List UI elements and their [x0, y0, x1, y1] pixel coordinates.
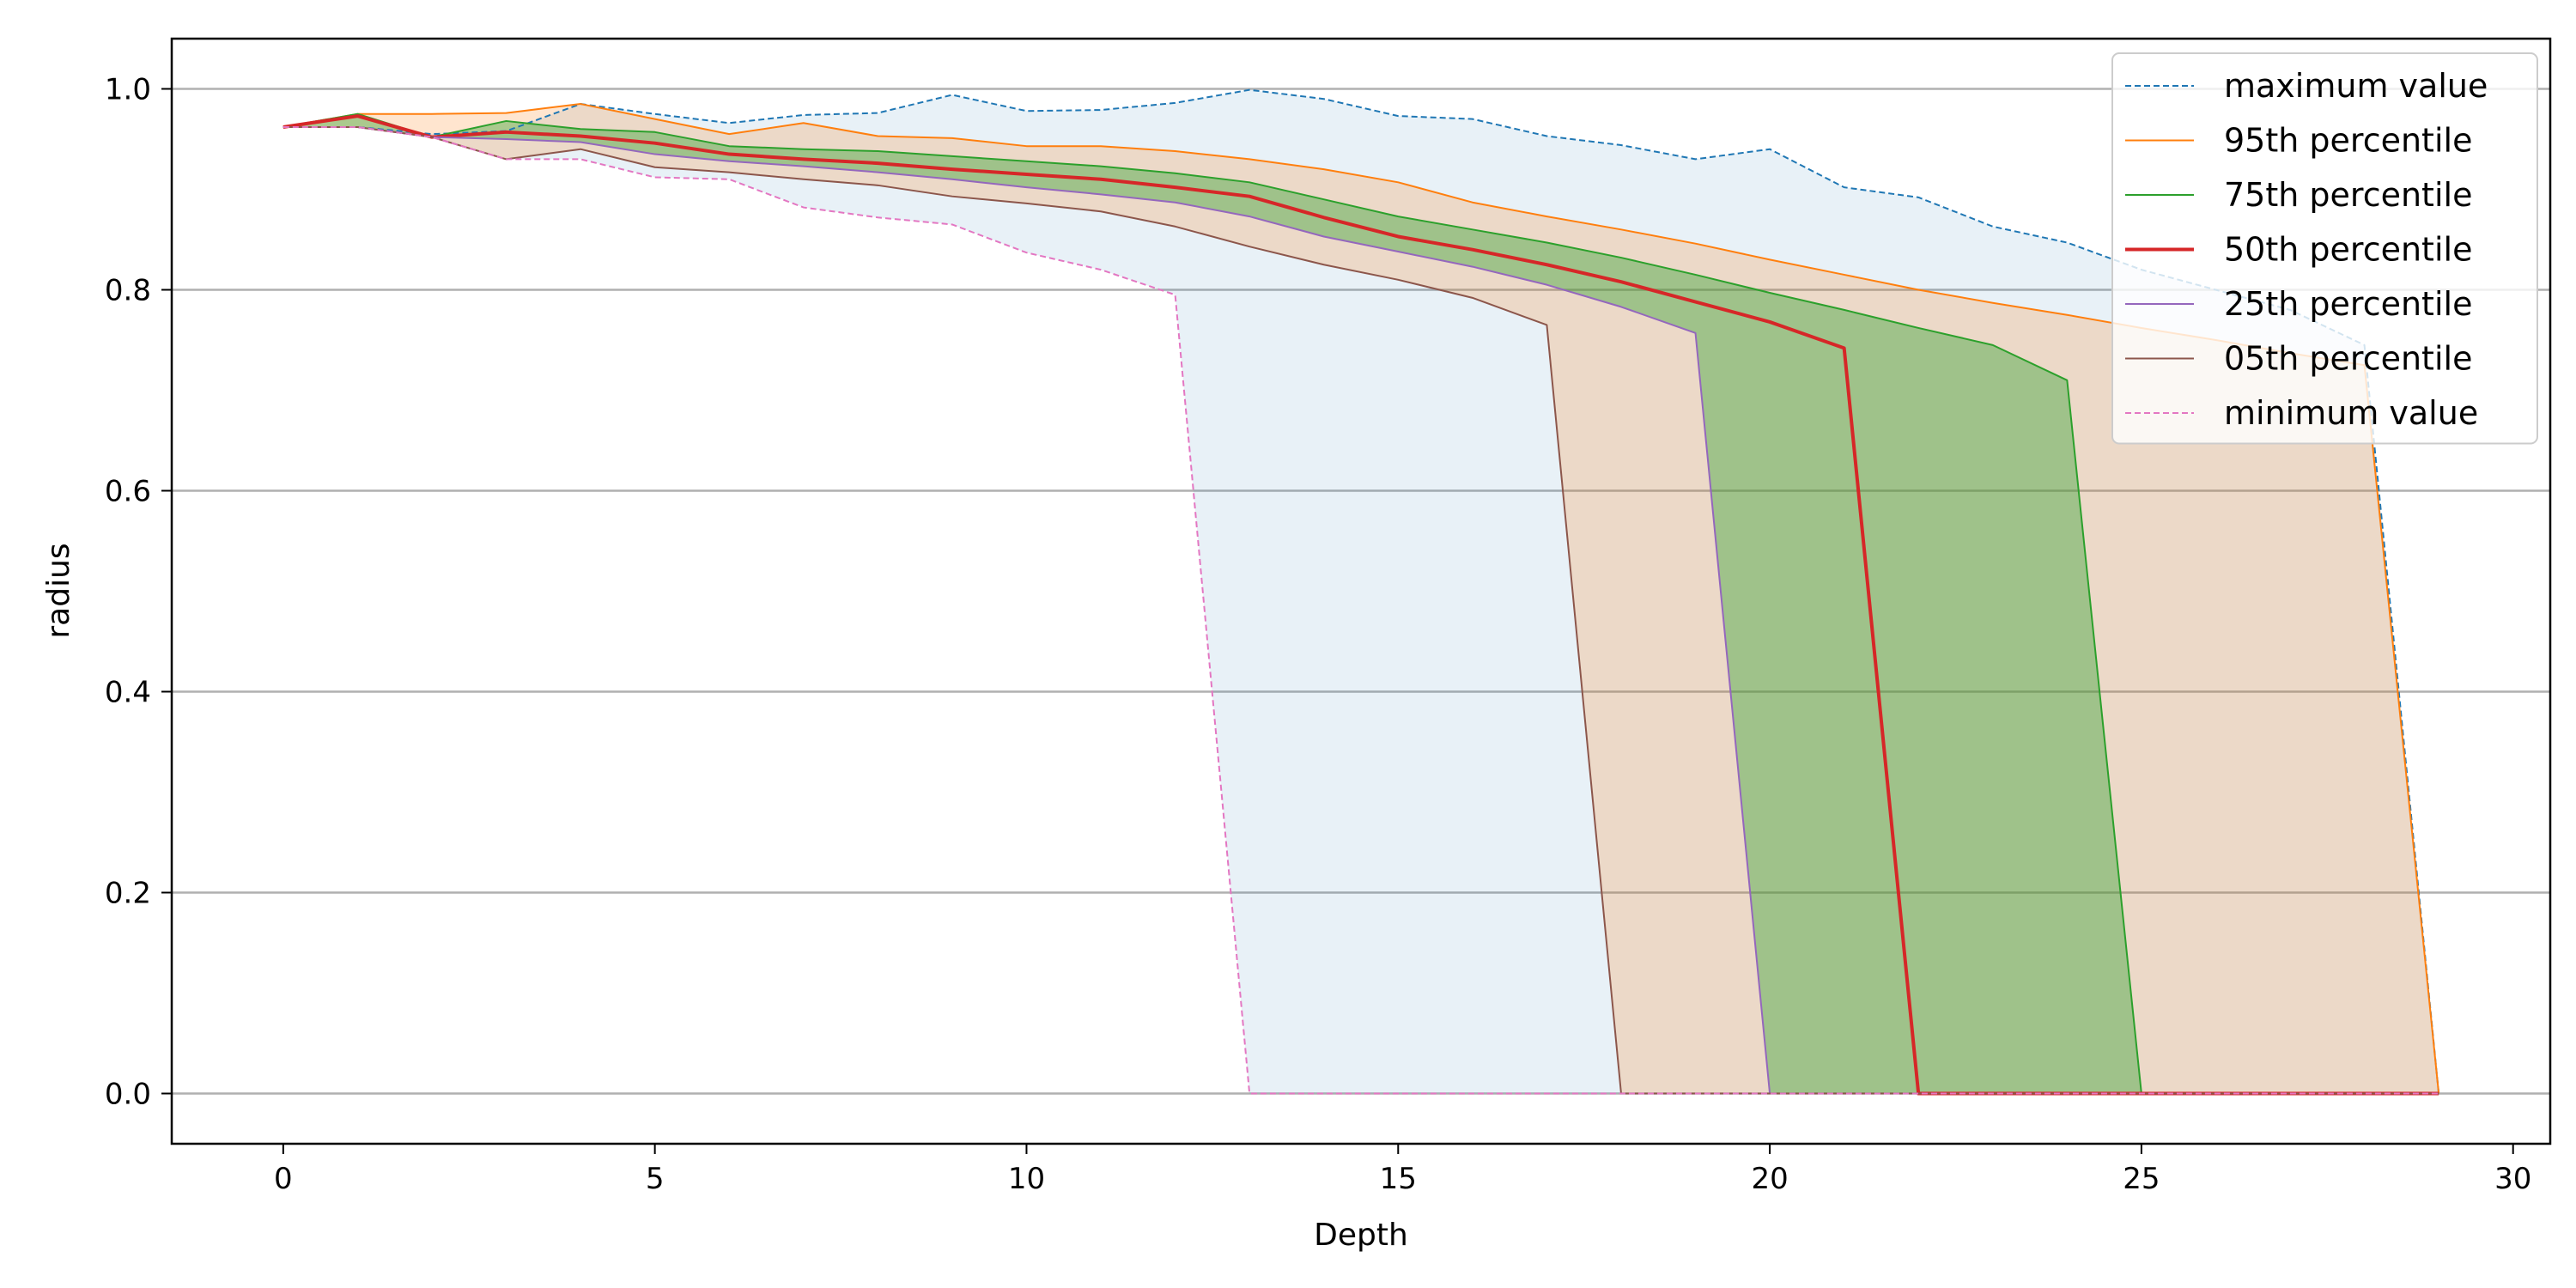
band-05th-percentile-to-95th-percentile	[283, 104, 2439, 1094]
x-tick-label-5: 5	[646, 1162, 665, 1196]
plot-frame	[170, 37, 2552, 1145]
y-tick-label-2: 0.4	[105, 676, 151, 710]
legend-label-05th-percentile: 05th percentile	[2224, 340, 2472, 378]
x-tick-label-10: 10	[1008, 1162, 1045, 1196]
legend-label-95th-percentile: 95th percentile	[2224, 122, 2472, 160]
legend-label-maximum-value: maximum value	[2224, 67, 2488, 105]
legend-label-75th-percentile: 75th percentile	[2224, 176, 2472, 214]
y-tick-label-1: 0.2	[105, 877, 151, 911]
legend-label-minimum-value: minimum value	[2224, 394, 2478, 432]
y-tick-label-4: 0.8	[105, 274, 151, 308]
x-tick-label-0: 0	[274, 1162, 293, 1196]
legend-box	[2111, 52, 2538, 445]
band-minimum-value-to-maximum-value	[283, 89, 2439, 1094]
shaded-bands	[283, 89, 2439, 1094]
x-tick-label-25: 25	[2123, 1162, 2160, 1196]
series-line-maximum-value	[283, 88, 2440, 1094]
series-line-95th-percentile	[283, 103, 2440, 1094]
y-tick-label-5: 1.0	[105, 73, 151, 107]
y-axis-label: radius	[41, 543, 76, 638]
band-25th-percentile-to-75th-percentile	[283, 113, 2439, 1094]
legend-label-50th-percentile: 50th percentile	[2224, 231, 2472, 269]
legend-label-25th-percentile: 25th percentile	[2224, 285, 2472, 323]
x-tick-label-30: 30	[2494, 1162, 2531, 1196]
y-tick-label-3: 0.6	[105, 475, 151, 509]
legend: maximum value 95th percentile 75th percent…	[2111, 52, 2538, 445]
x-axis-label: Depth	[1314, 1218, 1408, 1253]
series-lines	[283, 88, 2440, 1096]
axis-ticks: 0 5 10 15 20 25 30 0.0 0.2 0.4 0.6 0.8 1.0	[105, 73, 2531, 1197]
series-line-05th-percentile	[283, 125, 2439, 1095]
x-tick-label-20: 20	[1751, 1162, 1788, 1196]
x-tick-label-15: 15	[1380, 1162, 1417, 1196]
series-line-75th-percentile	[283, 112, 2439, 1095]
y-tick-label-0: 0.0	[105, 1078, 151, 1112]
